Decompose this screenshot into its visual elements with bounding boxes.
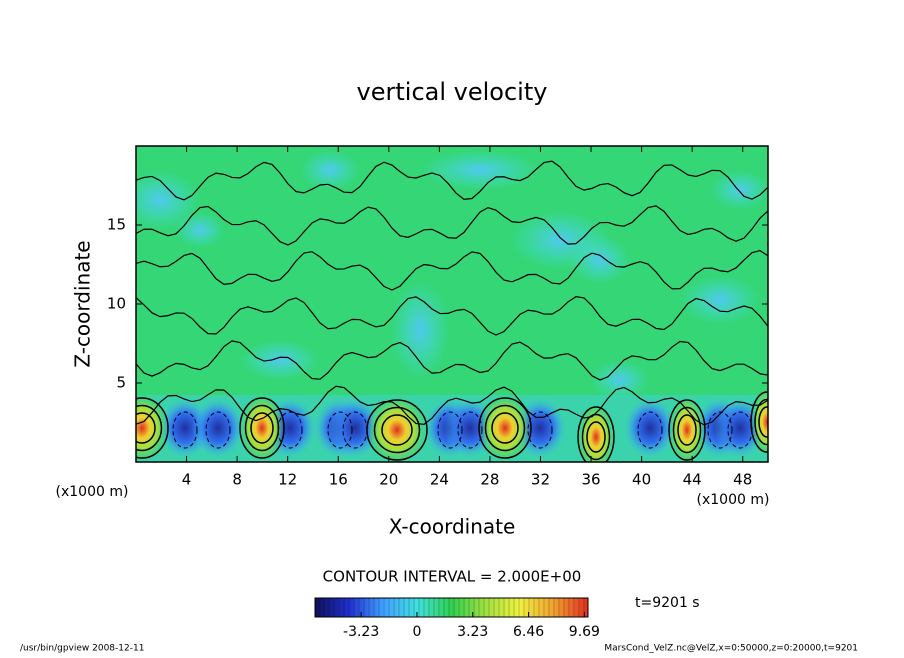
contour-line [239,397,285,459]
contour-line [136,412,156,444]
contour-line [205,411,231,449]
x-axis-label: X-coordinate [389,515,516,539]
x-tick-label: 32 [531,471,550,489]
contour-line [373,406,421,454]
contour-line [586,421,606,453]
x-tick-label: 40 [632,471,651,489]
contour-line [437,411,463,449]
contour-line [677,414,697,446]
contour-line [577,406,615,462]
x-tick-label: 28 [480,471,499,489]
field-blob [329,398,381,458]
contour-line [478,397,532,459]
colorbar [314,597,589,618]
contour-line [668,399,706,461]
contour-line [381,414,413,446]
x-tick-label: 12 [278,471,297,489]
colorbar-tick-label: 6.46 [513,624,544,640]
field-blob [300,150,360,190]
y-axis-label: Z-coordinate [71,240,95,367]
contour-line [136,340,768,381]
x-tick-label: 36 [581,471,600,489]
field-blob [240,340,320,380]
x-tick-label: 8 [232,471,242,489]
contour-line [136,249,768,291]
colorbar-tick-label: 3.23 [457,624,488,640]
y-tick-label: 10 [107,295,126,313]
contour-line [136,397,169,459]
contour-line [136,160,768,201]
field-blob [136,394,168,462]
contour-line [457,411,483,449]
contour-line [136,296,768,336]
x-tick-label: 16 [329,471,348,489]
contour-line [277,411,303,449]
field-blob [367,396,427,462]
time-label: t=9201 s [635,595,700,611]
contour-line [527,411,553,449]
footer-right: MarsCond_VelZ.nc@VelZ,x=0:50000,z=0:2000… [604,644,858,654]
contour-line [672,406,702,454]
contour-line [250,412,274,444]
contour-line [136,404,163,452]
colorbar-tick-label: 9.69 [569,624,600,640]
y-tick-label: 15 [107,216,126,234]
contour-field [136,146,768,462]
x-tick-label: 20 [379,471,398,489]
field-blob [710,170,768,210]
contour-line [484,404,526,452]
field-blob [136,170,200,230]
contour-line [637,411,663,449]
contour-line [342,411,368,449]
x-tick-label: 48 [733,471,752,489]
contour-line [754,398,768,446]
footer-left: /usr/bin/gpview 2008-12-11 [20,644,144,654]
x-tick-label: 24 [430,471,449,489]
field-blob [420,150,540,190]
contour-line [707,411,733,449]
contour-line [581,413,611,461]
field-blob [680,275,760,325]
contour-interval: CONTOUR INTERVAL = 2.000E+00 [323,568,582,586]
x-units: (x1000 m) [697,492,770,508]
field-blob [590,360,650,400]
contour-line [136,385,768,426]
field-blob [240,394,284,462]
x-tick-label: 44 [683,471,702,489]
contour-line [491,412,519,444]
chart-title: vertical velocity [357,78,548,106]
colorbar-tick-label: 0 [412,624,421,640]
field-blob [390,280,450,380]
contour-line [327,411,353,449]
y-units: (x1000 m) [56,484,129,500]
field-blob [751,388,768,456]
field-blob [624,398,676,458]
contour-line [172,411,198,449]
x-tick-label: 4 [182,471,192,489]
field-blob [175,212,225,248]
field-blob [669,396,705,462]
field-blob [192,398,244,458]
contour-line [727,411,753,449]
colorbar-tick-label: -3.23 [343,624,379,640]
contour-line [136,205,768,246]
field-blob [570,235,630,285]
contour-line [758,406,768,438]
y-tick-label: 5 [116,374,126,392]
